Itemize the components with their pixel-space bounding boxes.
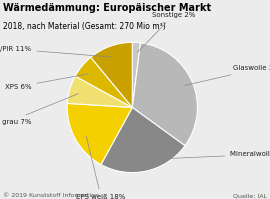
Wedge shape [132, 43, 197, 146]
Text: XPS 6%: XPS 6% [5, 74, 88, 90]
Text: Wärmedämmung: Europäischer Markt: Wärmedämmung: Europäischer Markt [3, 3, 211, 13]
Wedge shape [132, 42, 140, 107]
Text: Sonstige 2%: Sonstige 2% [138, 12, 195, 52]
Text: PUR/PIR 11%: PUR/PIR 11% [0, 46, 112, 57]
Text: © 2019 Kunststoff Information: © 2019 Kunststoff Information [3, 193, 99, 198]
Text: Quelle: IAL: Quelle: IAL [233, 193, 267, 198]
Wedge shape [91, 42, 132, 107]
Wedge shape [75, 57, 132, 107]
Wedge shape [67, 103, 132, 165]
Wedge shape [101, 107, 185, 173]
Text: EPS weiß 18%: EPS weiß 18% [76, 136, 126, 199]
Text: EPS grau 7%: EPS grau 7% [0, 94, 79, 125]
Text: 2018, nach Material (Gesamt: 270 Mio m³): 2018, nach Material (Gesamt: 270 Mio m³) [3, 22, 166, 31]
Text: Glaswolle 33%: Glaswolle 33% [184, 65, 270, 86]
Text: Mineralwolle 23%: Mineralwolle 23% [147, 151, 270, 159]
Wedge shape [67, 76, 132, 107]
